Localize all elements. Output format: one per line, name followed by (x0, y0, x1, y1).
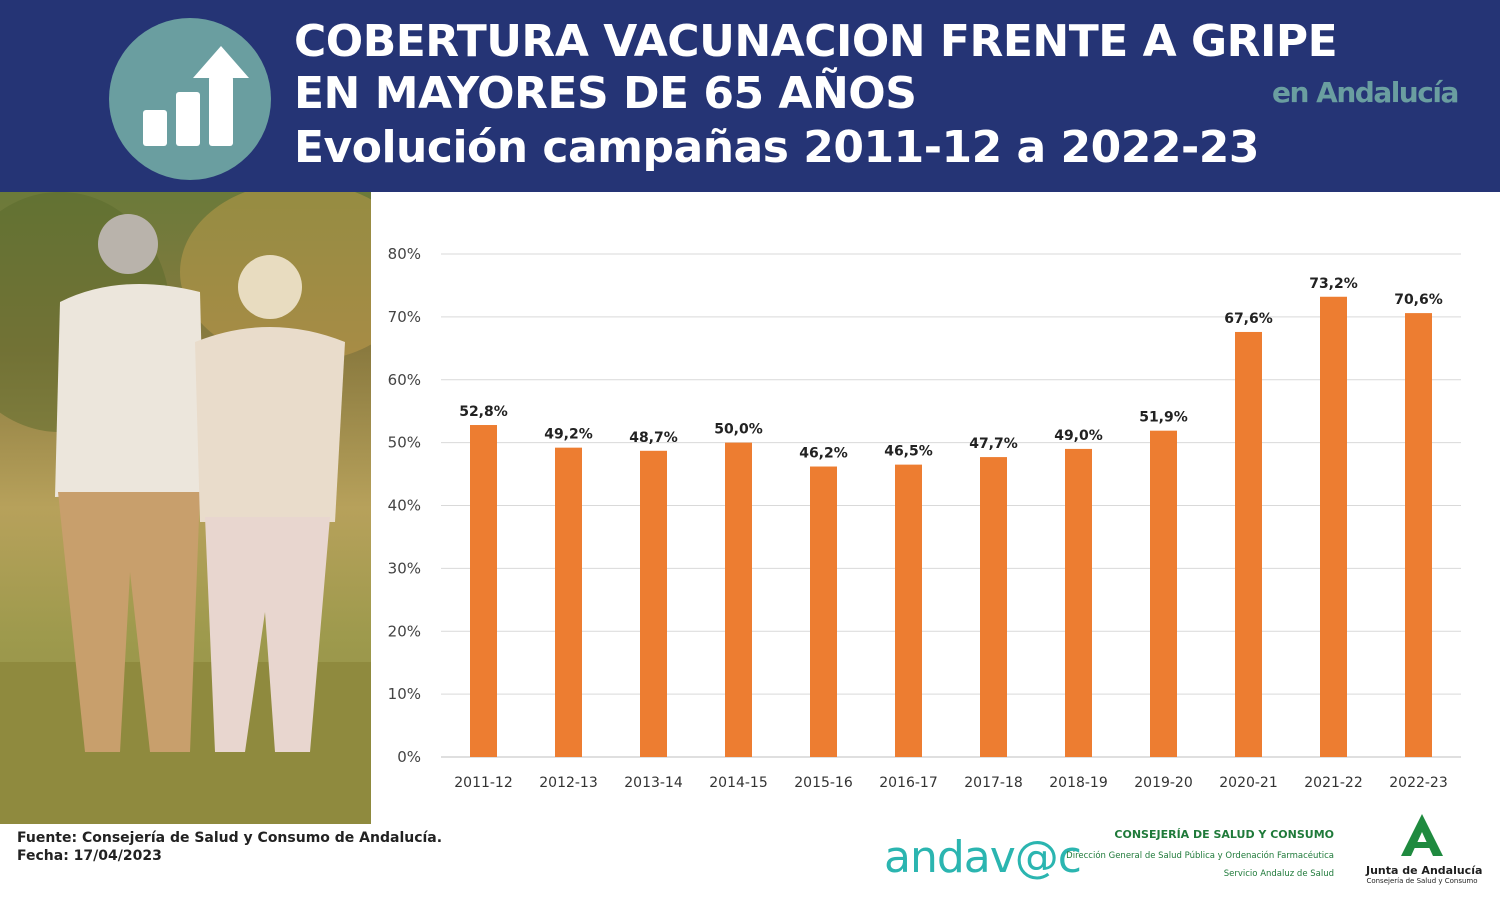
y-tick-label: 40% (388, 497, 421, 515)
junta-sub: Consejería de Salud y Consumo (1366, 877, 1478, 885)
source-note: Fuente: Consejería de Salud y Consumo de… (17, 829, 442, 865)
bar-2013-14 (640, 450, 667, 757)
x-tick-label: 2016-17 (879, 775, 938, 791)
x-tick-label: 2020-21 (1219, 775, 1278, 791)
x-tick-label: 2012-13 (539, 775, 598, 791)
x-tick-label: 2013-14 (624, 775, 683, 791)
value-label: 46,5% (884, 444, 933, 460)
value-label: 52,8% (459, 404, 508, 420)
value-label: 70,6% (1394, 292, 1443, 308)
consejeria-directorate: Dirección General de Salud Pública y Ord… (1066, 851, 1334, 861)
x-tick-label: 2022-23 (1389, 775, 1448, 791)
coverage-bar-chart: 0% 10% 20% 30% 40% 50% 60% 70% 80% 52,8% 2011-12 49… (388, 245, 1461, 791)
consejeria-title: CONSEJERÍA DE SALUD Y CONSUMO (1114, 828, 1334, 841)
x-tick-label: 2015-16 (794, 775, 853, 791)
junta-name: Junta de Andalucía (1366, 864, 1483, 877)
bar-2014-15 (725, 442, 752, 757)
consejeria-block: CONSEJERÍA DE SALUD Y CONSUMO Dirección … (1066, 828, 1334, 879)
x-tick-label: 2017-18 (964, 775, 1023, 791)
y-tick-label: 70% (388, 308, 421, 326)
junta-emblem-icon (1401, 814, 1443, 856)
elderly-couple-photo (0, 192, 371, 824)
title-line-3: Evolución campañas 2011-12 a 2022-23 (294, 122, 1259, 173)
source-text: Fuente: Consejería de Salud y Consumo de… (17, 830, 443, 846)
bar-2015-16 (810, 466, 837, 757)
header-banner: COBERTURA VACUNACION FRENTE A GRIPE EN M… (0, 0, 1500, 192)
bar-2017-18 (980, 457, 1007, 757)
andavac-logo: andav@c (884, 832, 1082, 883)
value-label: 51,9% (1139, 410, 1188, 426)
value-label: 49,0% (1054, 428, 1103, 444)
bar-chart-up-arrow-icon (109, 18, 271, 180)
x-tick-label: 2011-12 (454, 775, 513, 791)
y-tick-label: 60% (388, 371, 421, 389)
value-label: 50,0% (714, 422, 763, 438)
x-tick-label: 2021-22 (1304, 775, 1363, 791)
date-text: Fecha: 17/04/2023 (17, 848, 162, 864)
bar-2021-22 (1320, 296, 1347, 757)
y-tick-label: 50% (388, 434, 421, 452)
y-tick-label: 30% (388, 559, 421, 577)
title-line-2: EN MAYORES DE 65 AÑOS (294, 68, 917, 119)
junta-andalucia-logo: Junta de Andalucía Consejería de Salud y… (1366, 812, 1483, 885)
bar-2022-23 (1405, 313, 1432, 757)
title-line-1: COBERTURA VACUNACION FRENTE A GRIPE (294, 16, 1338, 67)
x-tick-label: 2018-19 (1049, 775, 1108, 791)
value-label: 73,2% (1309, 276, 1358, 292)
value-label: 46,2% (799, 446, 848, 462)
region-label: en Andalucía (1272, 76, 1459, 109)
bar-2020-21 (1235, 331, 1262, 757)
value-label: 47,7% (969, 436, 1018, 452)
y-tick-label: 20% (388, 622, 421, 640)
y-tick-label: 10% (388, 685, 421, 703)
y-tick-label: 80% (388, 245, 421, 263)
consejeria-service: Servicio Andaluz de Salud (1223, 869, 1334, 879)
bar-2018-19 (1065, 448, 1092, 757)
value-label: 48,7% (629, 430, 678, 446)
bar-2012-13 (555, 447, 582, 757)
value-label: 67,6% (1224, 311, 1273, 327)
x-tick-label: 2014-15 (709, 775, 768, 791)
value-label: 49,2% (544, 427, 593, 443)
bar-2016-17 (895, 464, 922, 757)
y-tick-label: 0% (397, 748, 421, 766)
x-tick-label: 2019-20 (1134, 775, 1193, 791)
bar-2011-12 (470, 425, 497, 757)
bar-2019-20 (1150, 430, 1177, 757)
